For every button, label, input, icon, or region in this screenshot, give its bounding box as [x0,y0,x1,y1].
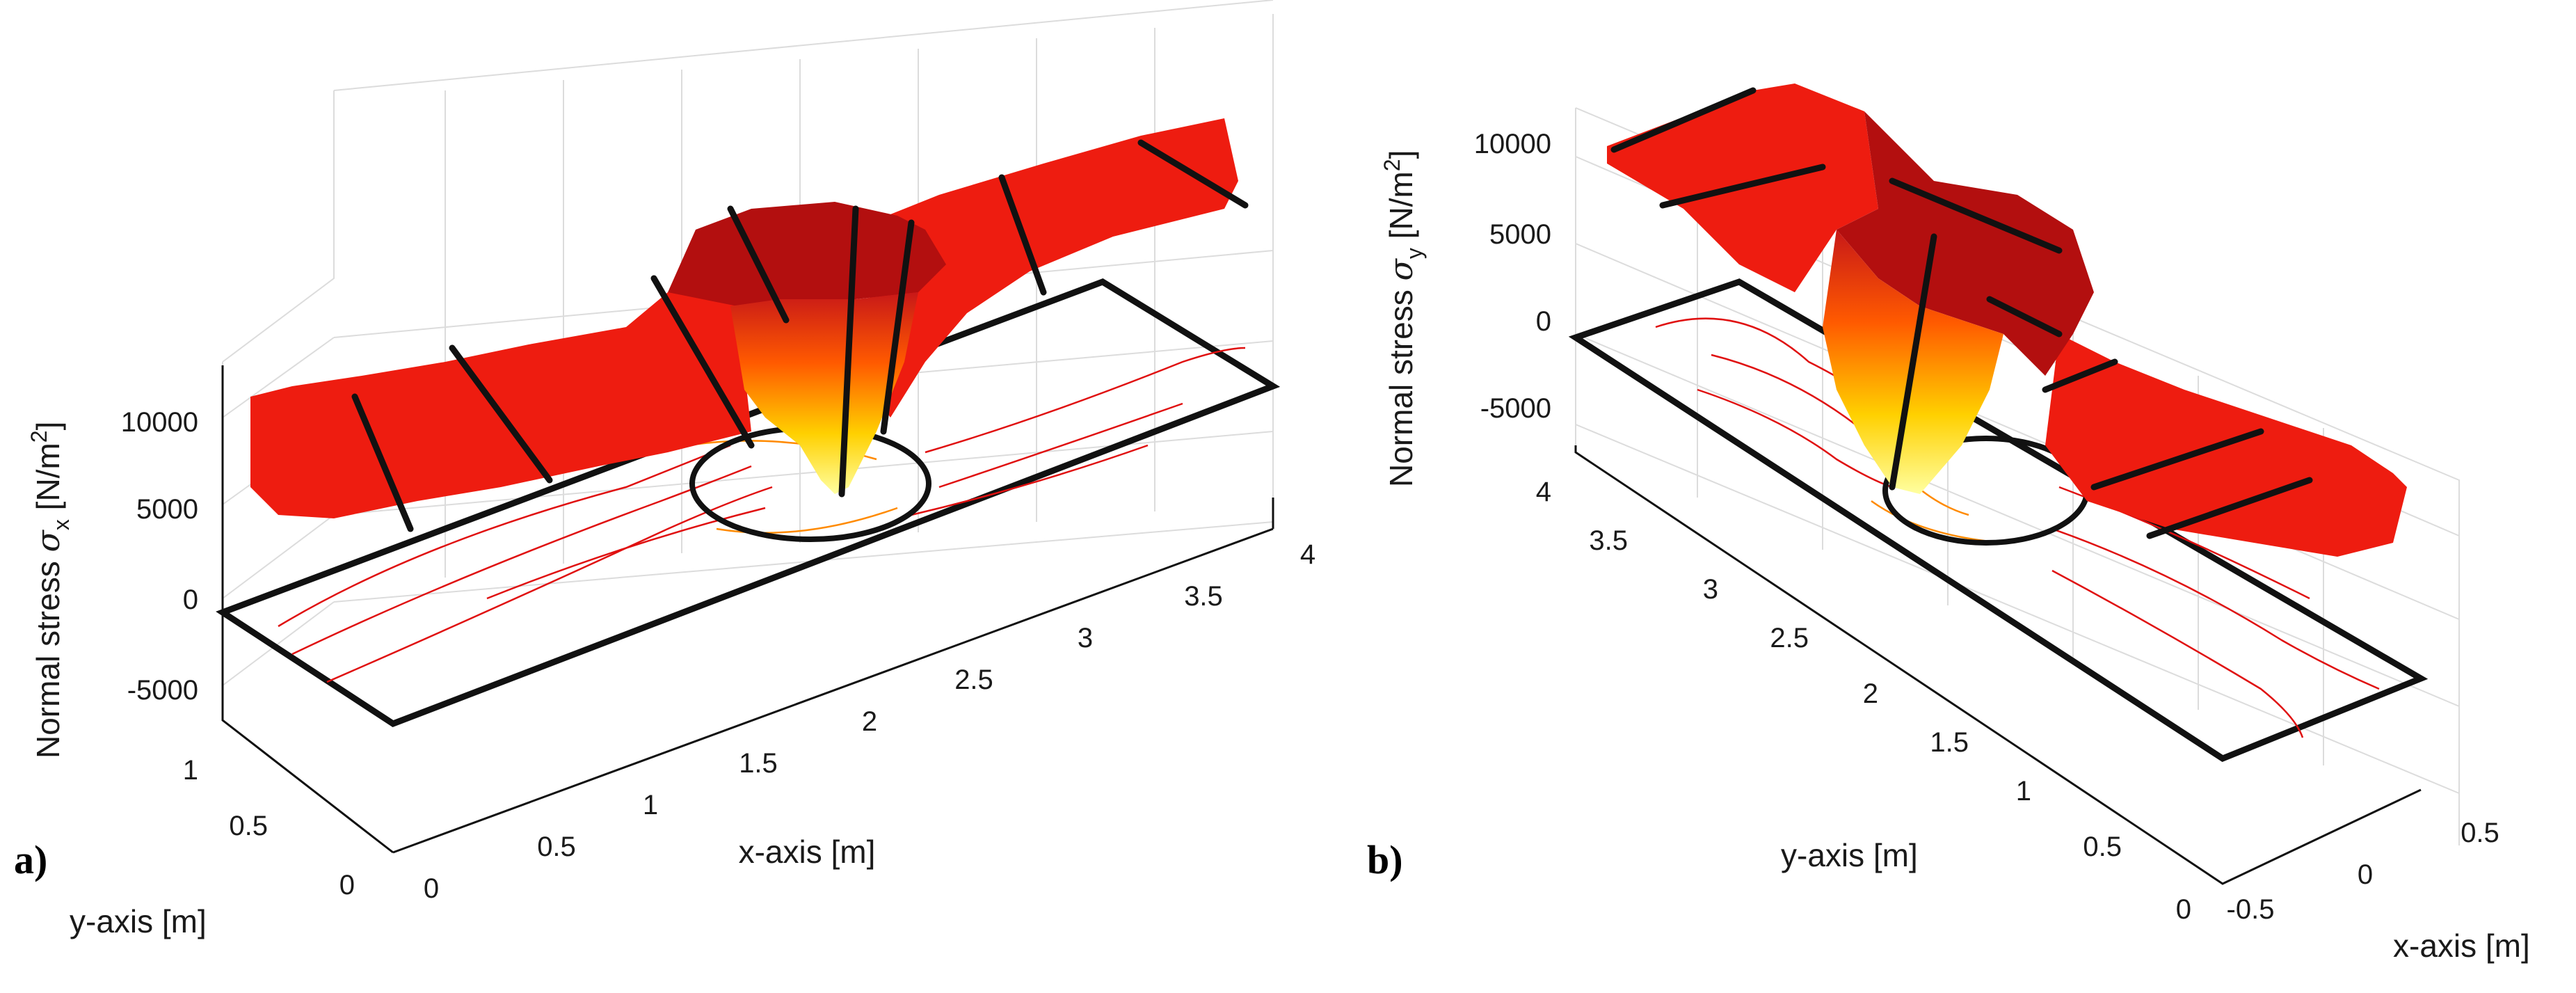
z-ticks-b: 10000 5000 0 -5000 [1474,129,1551,424]
z-ticks-a: 10000 5000 0 -5000 [121,407,198,706]
y-tick-label: 3.5 [1589,525,1628,556]
surface-ridge-b [1837,111,2094,376]
y-tick-label: 4 [1536,477,1551,507]
y-tick-label: 0.5 [2083,832,2122,862]
stress-surface-b [1607,84,2407,557]
y-tick-label: 0 [339,870,355,900]
panel-label-b: b) [1367,837,1403,882]
y-tick-label: 1 [2016,776,2031,807]
x-tick-label: -0.5 [2227,894,2275,925]
surface-right-a [870,118,1238,418]
z-tick-label: 5000 [1489,219,1551,250]
z-axis-label-a: Normal stress σx [N/m2] [26,422,74,758]
y-axis-label-b: y-axis [m] [1781,837,1918,873]
z-tick-label: -5000 [127,675,198,706]
y-tick-label: 1.5 [1930,727,1969,758]
y-tick-label: 2.5 [1770,623,1809,653]
isolines-a [351,139,1249,532]
panel-b: 10000 5000 0 -5000 4 3.5 3 2.5 2 1.5 1 0… [1367,84,2530,964]
isolines-b [1610,87,2313,539]
z-tick-label: 10000 [121,407,198,438]
x-ticks-a: 0 0.5 1 1.5 2 2.5 3 3.5 4 [424,539,1315,904]
x-tick-label: 4 [1300,539,1315,570]
x-axis-label-a: x-axis [m] [739,834,876,870]
panel-a: 10000 5000 0 -5000 1 0.5 0 0 0.5 1 1.5 2… [14,0,1315,939]
z-tick-label: -5000 [1480,393,1551,424]
y-tick-label: 2 [1863,678,1878,709]
y-tick-label: 0 [2176,894,2191,925]
z-tick-label: 0 [1536,306,1551,337]
axis-box-b [1574,445,2422,885]
x-tick-label: 0 [2358,859,2373,890]
panel-label-a: a) [14,837,47,882]
x-tick-label: 0.5 [2461,818,2499,848]
stress-surface-a [250,118,1249,532]
x-tick-label: 0.5 [537,832,576,862]
x-tick-label: 2.5 [954,665,993,695]
axis-box-a [221,365,1274,854]
x-tick-label: 3 [1078,623,1093,653]
z-tick-label: 0 [183,585,198,615]
z-axis-label-b: Normal stress σy [N/m2] [1379,150,1427,487]
surface-left-a [250,278,751,518]
x-tick-label: 3.5 [1184,581,1223,612]
z-tick-label: 5000 [136,494,198,525]
z-tick-label: 10000 [1474,129,1551,159]
stress-peak-a [730,292,918,494]
y-tick-label: 3 [1703,574,1718,605]
y-ticks-a: 1 0.5 0 [183,755,355,900]
x-tick-label: 1.5 [739,748,778,779]
x-tick-label: 1 [643,790,658,820]
x-axis-label-b: x-axis [m] [2393,928,2530,964]
y-axis-label-a: y-axis [m] [70,903,207,939]
x-tick-label: 0 [424,873,439,904]
x-ticks-b: -0.5 0 0.5 [2227,818,2499,925]
y-tick-label: 0.5 [229,811,268,841]
y-ticks-b: 4 3.5 3 2.5 2 1.5 1 0.5 0 [1536,477,2191,925]
x-tick-label: 2 [862,706,877,737]
y-tick-label: 1 [183,755,198,786]
